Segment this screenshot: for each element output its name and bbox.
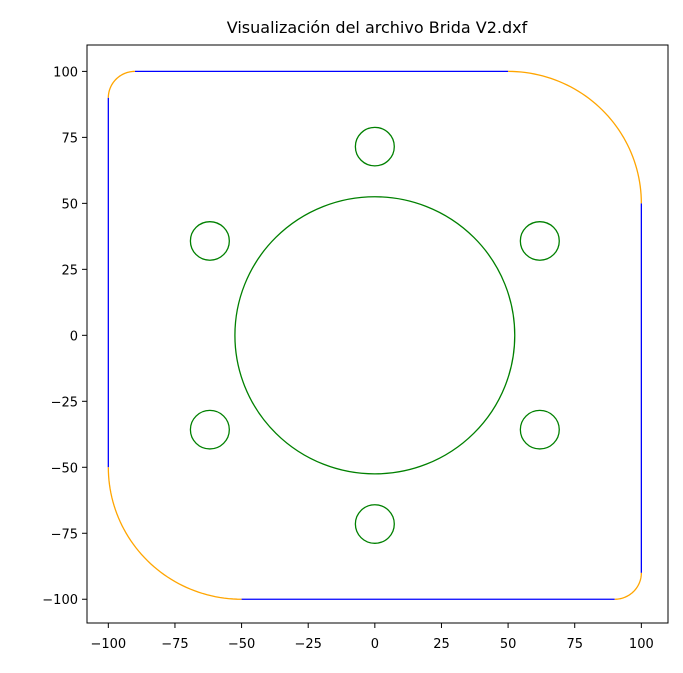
chart-title: Visualización del archivo Brida V2.dxf xyxy=(227,18,528,37)
x-tick-label: 50 xyxy=(500,637,517,652)
x-tick-label: −25 xyxy=(294,637,321,652)
x-tick-label: −100 xyxy=(90,637,126,652)
outline-arc-1 xyxy=(107,70,135,98)
bolt-hole-circle-3 xyxy=(519,409,560,450)
outline-arc-4 xyxy=(107,467,242,600)
y-tick-label: 50 xyxy=(61,197,78,212)
y-tick-label: −100 xyxy=(42,593,78,608)
y-axis: −100 −75 −50 −25 0 25 50 75 100 xyxy=(42,65,87,608)
x-axis: −100 −75 −50 −25 0 25 50 75 100 xyxy=(90,623,654,652)
bolt-hole-circle-6 xyxy=(189,221,230,261)
y-tick-label: 75 xyxy=(61,131,78,146)
y-tick-label: 100 xyxy=(53,65,78,80)
y-tick-label: −25 xyxy=(51,395,78,410)
axes-frame xyxy=(86,44,669,624)
center-bore-circle xyxy=(234,196,516,475)
bolt-hole-circle-1 xyxy=(354,126,395,167)
x-tick-label: −50 xyxy=(228,637,255,652)
x-tick-label: 75 xyxy=(566,637,583,652)
y-tick-label: −50 xyxy=(51,461,78,476)
y-tick-label: −75 xyxy=(51,527,78,542)
y-tick-label: 0 xyxy=(70,329,78,344)
x-tick-label: 25 xyxy=(433,637,450,652)
outline-arc-2 xyxy=(508,70,642,204)
y-tick-label: 25 xyxy=(61,263,78,278)
bolt-hole-circle-4 xyxy=(354,504,395,544)
x-tick-label: −75 xyxy=(161,637,188,652)
plot-geometry xyxy=(107,70,642,600)
bolt-hole-circle-2 xyxy=(519,221,560,261)
x-tick-label: 0 xyxy=(371,637,379,652)
bolt-hole-circle-5 xyxy=(189,409,230,450)
outline-arc-3 xyxy=(614,572,642,600)
x-tick-label: 100 xyxy=(629,637,654,652)
